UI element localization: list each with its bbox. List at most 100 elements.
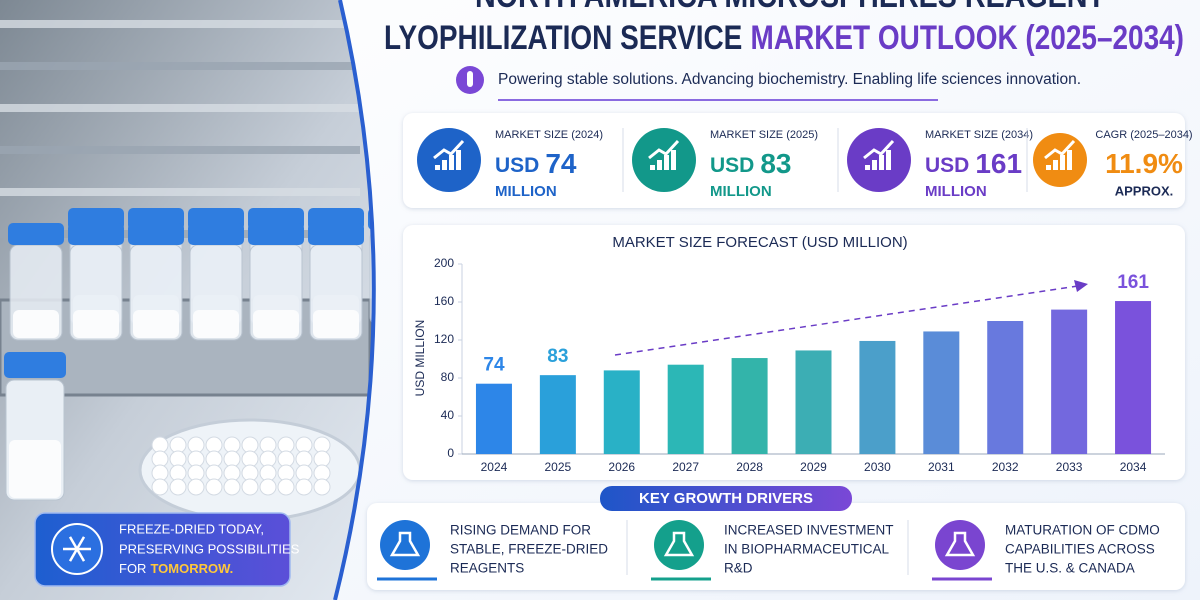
bar [603,370,640,454]
microsphere [169,478,187,496]
x-tick-label: 2025 [545,460,572,474]
kpi-icon-bar [1053,160,1058,170]
kpi-unit: MILLION [710,183,772,200]
shelf [0,62,360,70]
tray [0,298,372,397]
powder [253,310,299,338]
driver-text: STABLE, FREEZE-DRIED [450,542,608,557]
drivers-pill [600,486,852,511]
microsphere [277,478,295,496]
badge-text: FOR TOMORROW. [119,561,233,576]
bar [475,383,512,454]
kpi-value: USD 74 [495,148,577,179]
driver-icon-glyph [389,531,421,557]
photo-edge [333,0,376,600]
driver-text: CAPABILITIES ACROSS [1005,542,1155,557]
driver-text: R&D [724,561,753,576]
vial-cap [188,223,244,245]
kpi-label: CAGR (2025–2034) [1095,129,1192,141]
vial-cap [128,223,184,245]
kpi-icon-bar [456,150,461,170]
bar [539,375,576,454]
bar [731,358,768,454]
driver-icon-glyph [944,531,976,557]
shelf [0,104,360,112]
kpi-icon-bar [886,150,891,170]
driver-text: INCREASED INVESTMENT [724,523,894,538]
bar [923,331,960,454]
x-tick-label: 2030 [864,460,891,474]
badge-text: PRESERVING POSSIBILITIES [119,541,300,556]
vial-cap [248,223,304,245]
kpi-number: 11.9% [1105,148,1183,179]
badge [34,512,291,587]
microsphere [223,478,241,496]
microsphere [241,478,259,496]
bar [795,350,832,454]
microsphere [187,478,205,496]
kpi-icon-arrow [433,139,465,160]
kpi-number: 74 [545,148,577,179]
vial-cap [308,223,364,245]
powder [313,310,359,338]
x-tick-label: 2029 [800,460,827,474]
kpi-icon-bar [657,160,662,170]
y-tick-label: 160 [434,294,454,308]
kpi-icon-arrow [1044,139,1076,160]
driver-icon [380,520,430,570]
powder [193,310,239,338]
x-tick-label: 2028 [736,460,763,474]
kpi-number: 83 [760,148,791,179]
bar [859,340,896,454]
snowflake-arm [68,536,86,562]
kpi-icon-bar [650,165,655,170]
drivers-panel [367,503,1185,590]
kpi-label: MARKET SIZE (2024) [495,129,603,141]
y-tick-label: 40 [441,408,455,422]
kpi-label: MARKET SIZE (2034) [925,129,1033,141]
driver-text: IN BIOPHARMACEUTICAL [724,542,890,557]
kpi-icon-arrow [863,139,895,160]
driver-text: REAGENTS [450,561,524,576]
kpi-icon-bar [879,155,884,170]
driver-icon [935,520,985,570]
kpi-number: 161 [975,148,1022,179]
microsphere [151,478,169,496]
kpi-icon-bar [664,155,669,170]
driver-text: RISING DEMAND FOR [450,523,591,538]
kpi-icon-bar [449,155,454,170]
kpi-panel [403,113,1185,208]
shelf [0,146,360,154]
drivers-title: KEY GROWTH DRIVERS [639,490,813,507]
kpi-prefix: USD [495,154,539,177]
trend-arrow [614,285,1079,356]
kpi-unit: APPROX. [1115,183,1174,198]
x-tick-label: 2031 [928,460,955,474]
kpi-value: USD 83 [710,148,792,179]
shelf [0,188,360,196]
vial-cap [4,352,66,378]
tagline: Powering stable solutions. Advancing bio… [498,71,1081,88]
data-label: 74 [483,355,505,376]
chart-title: MARKET SIZE FORECAST (USD MILLION) [612,234,907,251]
title-line-2: LYOPHILIZATION SERVICEMARKET OUTLOOK (20… [384,19,1184,57]
bar [987,321,1024,454]
badge-text: FREEZE-DRIED TODAY, [119,521,264,536]
x-tick-label: 2026 [608,460,635,474]
lab-photo [0,0,374,600]
kpi-icon-bar [865,165,870,170]
kpi-icon-bar [435,165,440,170]
shelf [0,20,360,28]
microsphere [295,478,313,496]
y-tick-label: 80 [441,370,455,384]
x-tick-label: 2027 [672,460,699,474]
bar [1051,309,1088,454]
vial [369,229,374,326]
kpi-prefix: USD [925,154,969,177]
y-axis-title: USD MILLION [413,320,427,397]
kpi-unit: MILLION [495,183,557,200]
tagline-icon-glyph [467,71,473,87]
driver-text: MATURATION OF CDMO [1005,523,1160,538]
title-line-1: NORTH AMERICA MICROSPHERES REAGENT [475,0,1105,15]
